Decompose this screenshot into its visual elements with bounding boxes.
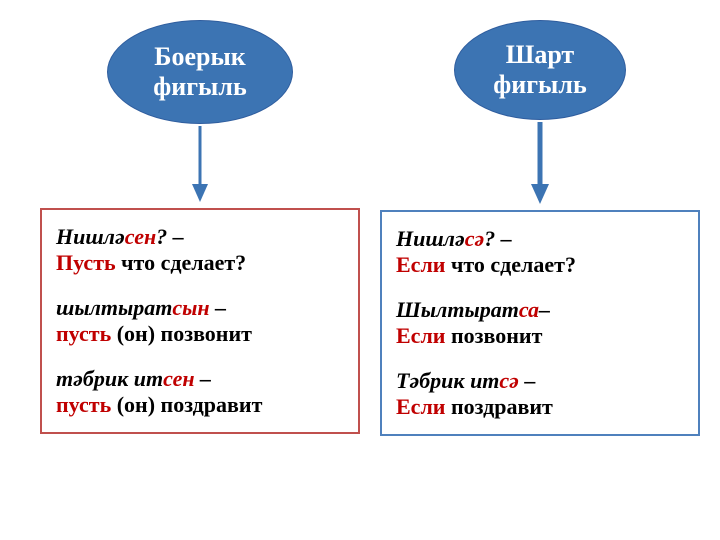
- entry-gloss-rest: что сделает?: [445, 252, 576, 277]
- content-box-right: Нишләсә? –Если что сделает?Шылтыратса–Ес…: [380, 210, 700, 436]
- entry-gloss-accent: пусть: [56, 321, 111, 346]
- entry-gloss-accent: пусть: [56, 392, 111, 417]
- entry-gloss-rest: позвонит: [445, 323, 542, 348]
- entry-tatar-accent: сын: [172, 295, 209, 320]
- bubble-right-line2: фигыль: [493, 70, 586, 99]
- entry: Нишләсә? –Если что сделает?: [396, 226, 684, 279]
- entry-gloss-rest: (он) поздравит: [111, 392, 262, 417]
- arrow-right-wrap: [380, 122, 700, 204]
- entry-gloss: Если поздравит: [396, 394, 684, 420]
- entry-tatar-accent: са: [519, 297, 539, 322]
- bubble-left: Боерык фигыль: [107, 20, 293, 124]
- bubble-right: Шарт фигыль: [454, 20, 626, 120]
- entry: Шылтыратса–Если позвонит: [396, 297, 684, 350]
- entry: шылтыратсын –пусть (он) позвонит: [56, 295, 344, 348]
- entry-tatar-post: –: [519, 368, 536, 393]
- entry: Нишләсен? –Пусть что сделает?: [56, 224, 344, 277]
- entry-gloss-accent: Пусть: [56, 250, 116, 275]
- entry-tatar-accent: сә: [465, 226, 485, 251]
- entry-tatar-pre: шылтырат: [56, 295, 172, 320]
- entry-tatar-post: ? –: [484, 226, 512, 251]
- bubble-left-line1: Боерык: [154, 42, 245, 71]
- column-right: Шарт фигыль Нишләсә? –Если что сделает?Ш…: [380, 20, 700, 436]
- entry-tatar-accent: сен: [163, 366, 194, 391]
- entry-gloss: Пусть что сделает?: [56, 250, 344, 276]
- entry-gloss-accent: Если: [396, 252, 445, 277]
- bubble-left-line2: фигыль: [153, 72, 246, 101]
- entry-gloss-accent: Если: [396, 394, 445, 419]
- entry: Тәбрик итсә –Если поздравит: [396, 368, 684, 421]
- column-left: Боерык фигыль Нишләсен? –Пусть что сдела…: [40, 20, 360, 434]
- entry-gloss: Если позвонит: [396, 323, 684, 349]
- entry-tatar-pre: Тәбрик ит: [396, 368, 499, 393]
- entry-gloss-rest: поздравит: [445, 394, 552, 419]
- entry-tatar-pre: Шылтырат: [396, 297, 519, 322]
- entry-gloss: Если что сделает?: [396, 252, 684, 278]
- entry-tatar: Тәбрик итсә –: [396, 368, 684, 394]
- arrow-down-icon: [531, 122, 549, 204]
- entry-tatar-accent: сә: [499, 368, 519, 393]
- entry-tatar: Нишләсә? –: [396, 226, 684, 252]
- entry-tatar: тәбрик итсен –: [56, 366, 344, 392]
- entry-tatar-pre: Нишлә: [396, 226, 465, 251]
- entry-tatar-pre: Нишлә: [56, 224, 125, 249]
- entry-gloss-accent: Если: [396, 323, 445, 348]
- arrow-down-icon: [192, 126, 208, 202]
- arrow-left-wrap: [40, 126, 360, 202]
- entry-tatar: шылтыратсын –: [56, 295, 344, 321]
- entry-tatar: Шылтыратса–: [396, 297, 684, 323]
- entry-gloss: пусть (он) поздравит: [56, 392, 344, 418]
- entry: тәбрик итсен –пусть (он) поздравит: [56, 366, 344, 419]
- entry-tatar-post: –: [539, 297, 550, 322]
- bubble-right-line1: Шарт: [506, 40, 574, 69]
- content-box-left: Нишләсен? –Пусть что сделает?шылтыратсын…: [40, 208, 360, 434]
- entry-gloss-rest: что сделает?: [116, 250, 247, 275]
- entry-tatar-pre: тәбрик ит: [56, 366, 163, 391]
- entry-tatar-post: ? –: [156, 224, 184, 249]
- entry-tatar: Нишләсен? –: [56, 224, 344, 250]
- entry-gloss: пусть (он) позвонит: [56, 321, 344, 347]
- entry-gloss-rest: (он) позвонит: [111, 321, 252, 346]
- entry-tatar-post: –: [195, 366, 212, 391]
- entry-tatar-post: –: [210, 295, 227, 320]
- entry-tatar-accent: сен: [125, 224, 156, 249]
